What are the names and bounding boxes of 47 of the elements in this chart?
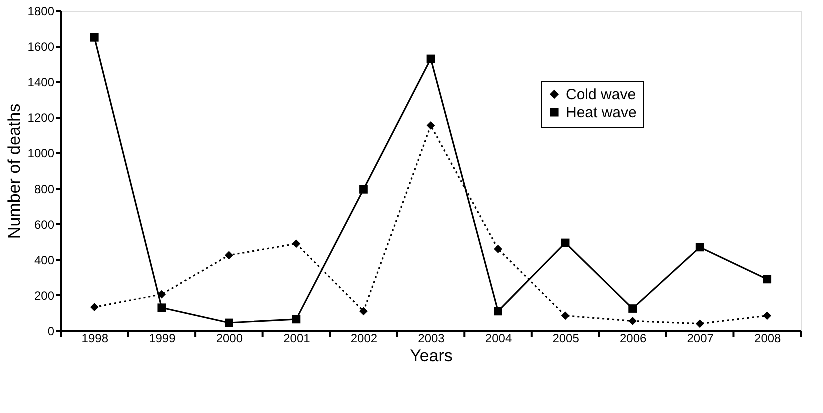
x-axis-title: Years bbox=[410, 346, 453, 366]
point bbox=[225, 318, 234, 328]
y-tick-label: 1000 bbox=[28, 146, 55, 161]
point bbox=[292, 315, 301, 324]
y-axis-title: Number of deaths bbox=[4, 104, 24, 240]
x-tick-label: 2005 bbox=[552, 332, 580, 346]
point bbox=[763, 312, 772, 320]
point bbox=[628, 317, 637, 326]
y-tick-label: 0 bbox=[48, 324, 55, 338]
point bbox=[292, 240, 301, 248]
point bbox=[628, 304, 637, 313]
point bbox=[494, 245, 502, 254]
y-tick-label: 600 bbox=[34, 218, 55, 232]
point bbox=[158, 290, 166, 299]
legend-label: Heat wave bbox=[566, 104, 637, 122]
y-tick-label: 1800 bbox=[28, 4, 55, 18]
point bbox=[561, 312, 570, 320]
x-tick-label: 1999 bbox=[149, 332, 176, 346]
y-tick-label: 200 bbox=[34, 288, 55, 303]
point bbox=[360, 185, 368, 194]
point bbox=[225, 251, 234, 260]
y-tick-label: 1200 bbox=[28, 111, 55, 126]
x-tick-label: 1998 bbox=[82, 332, 109, 346]
x-tick-label: 2006 bbox=[620, 332, 647, 346]
point bbox=[696, 320, 704, 328]
legend-label: Cold wave bbox=[566, 86, 636, 104]
point bbox=[426, 54, 436, 64]
point bbox=[763, 275, 772, 284]
point bbox=[696, 243, 704, 252]
point bbox=[90, 303, 99, 312]
y-tick-label: 400 bbox=[34, 253, 55, 268]
x-tick-label: 2003 bbox=[418, 332, 446, 346]
point bbox=[494, 307, 502, 316]
y-tick-label: 800 bbox=[34, 182, 55, 196]
point bbox=[360, 307, 368, 316]
point bbox=[158, 304, 166, 312]
x-tick-label: 2007 bbox=[687, 332, 714, 346]
y-tick-label: 1600 bbox=[28, 40, 55, 54]
point bbox=[561, 238, 570, 248]
x-tick-label: 2002 bbox=[350, 332, 378, 346]
x-tick-label: 2000 bbox=[216, 332, 244, 346]
x-tick-label: 2001 bbox=[284, 332, 311, 346]
x-tick-label: 2004 bbox=[485, 332, 512, 346]
y-tick-label: 1400 bbox=[28, 76, 55, 90]
point bbox=[90, 33, 99, 42]
x-tick-label: 2008 bbox=[754, 332, 782, 346]
point bbox=[426, 121, 436, 130]
